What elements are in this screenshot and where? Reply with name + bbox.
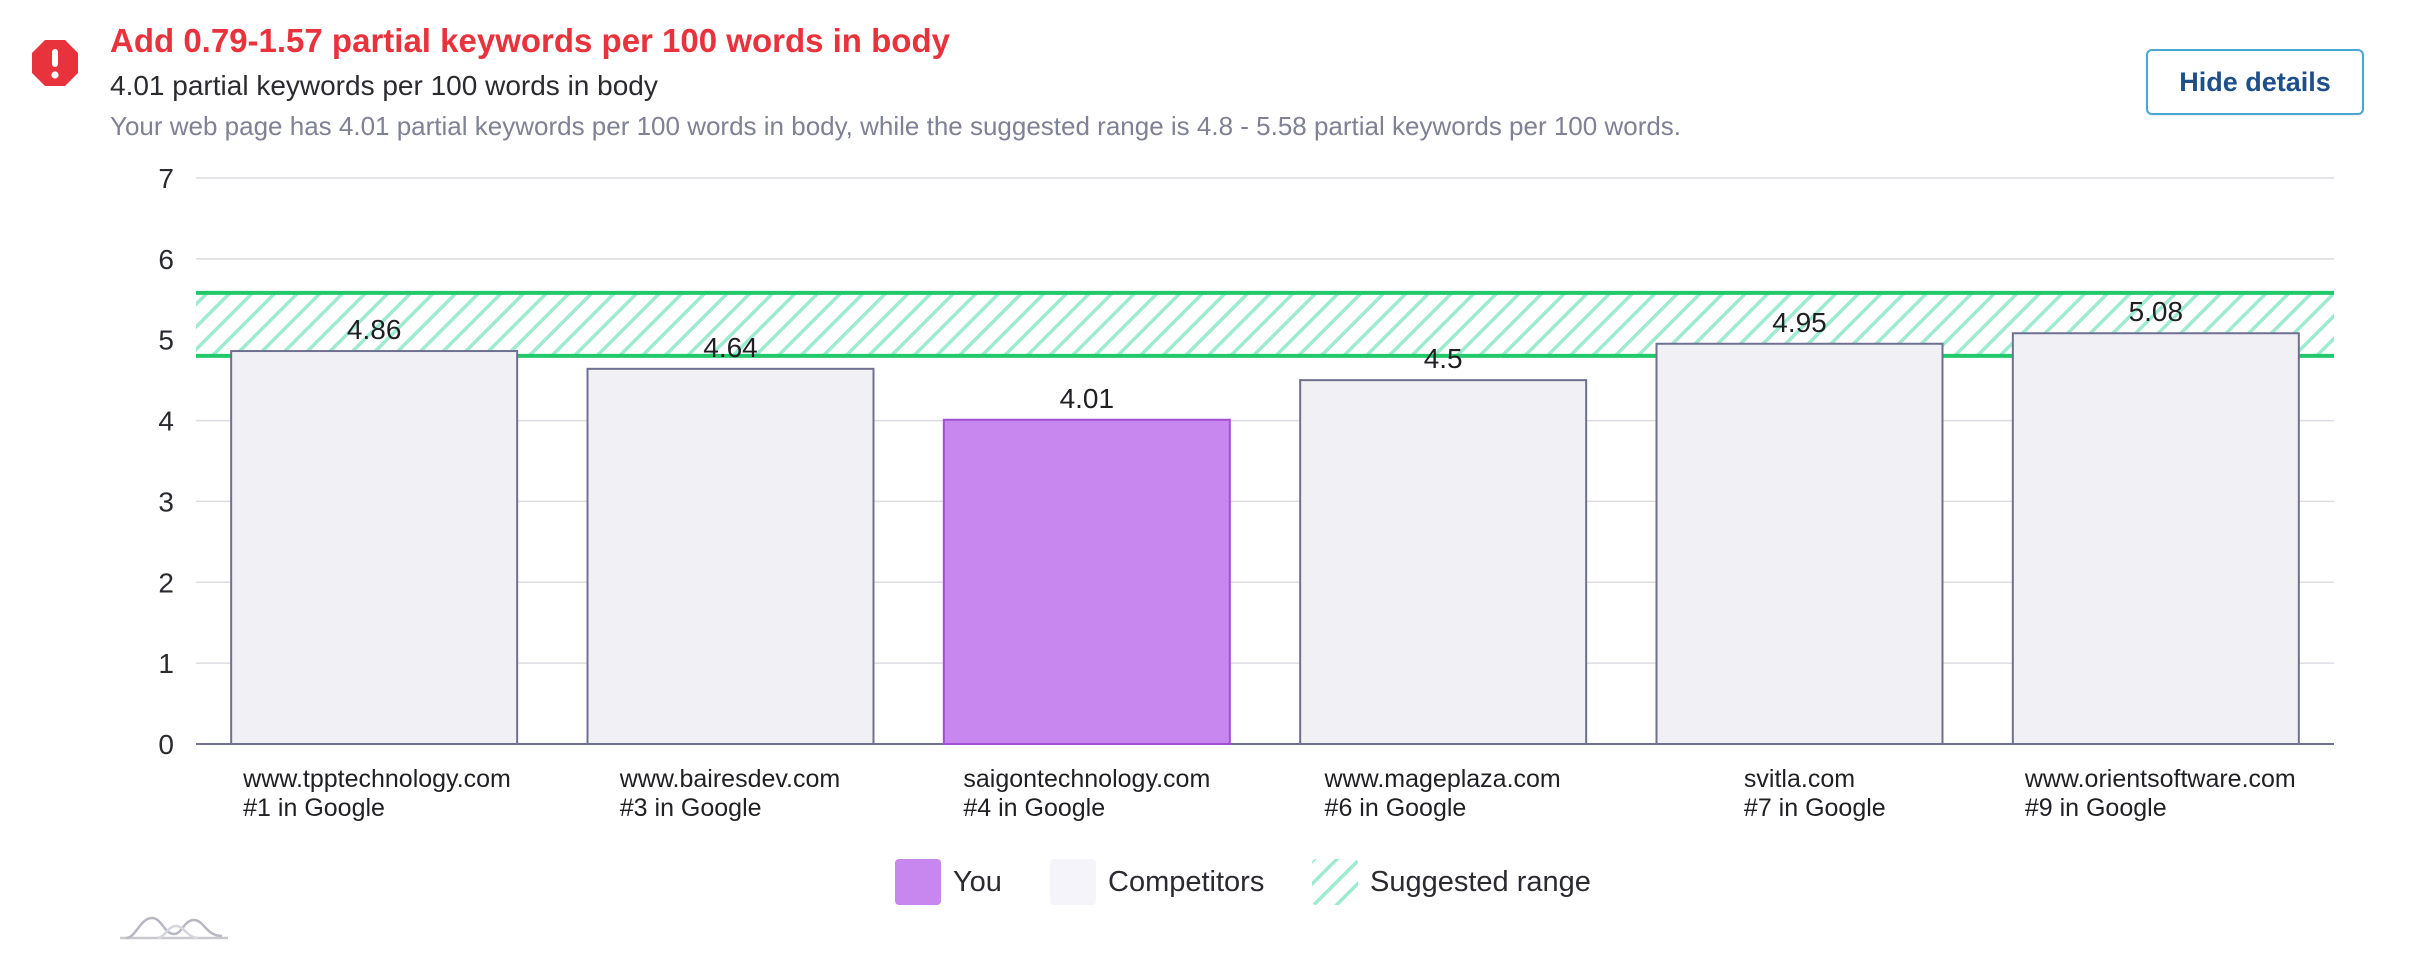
bar-chart: 4.86 www.tpptechnology.com#1 in Google 4.6… <box>158 163 2334 822</box>
legend-item-suggested-range: Suggested range <box>1312 858 1591 906</box>
y-tick-label: 1 <box>158 648 174 679</box>
bar-competitor <box>586 367 875 745</box>
y-tick-label: 0 <box>158 729 174 760</box>
hide-details-button[interactable]: Hide details <box>2146 49 2364 115</box>
bar-site-label: www.bairesdev.com <box>619 765 840 793</box>
legend-swatch-competitors <box>1050 859 1096 905</box>
bar-competitor <box>2011 332 2300 745</box>
bar-rank-label: #1 in Google <box>243 794 385 822</box>
bar-value-label: 4.86 <box>347 314 402 345</box>
metric-description: Your web page has 4.01 partial keywords … <box>110 111 1682 141</box>
legend-label-competitors: Competitors <box>1108 865 1265 898</box>
legend-swatch-you <box>895 859 941 905</box>
bar-rank-label: #9 in Google <box>2025 794 2167 822</box>
logo-mark-icon <box>120 916 228 940</box>
bar-site-label: saigontechnology.com <box>963 765 1210 793</box>
bar-rank-label: #7 in Google <box>1744 794 1886 822</box>
suggested-range-band <box>196 292 2334 356</box>
y-tick-label: 5 <box>158 325 174 356</box>
bar-you <box>942 418 1231 745</box>
bar-site-label: www.mageplaza.com <box>1324 765 1561 793</box>
bar-rank-label: #3 in Google <box>620 794 762 822</box>
bar-site-label: www.orientsoftware.com <box>2024 765 2296 793</box>
bar-competitor <box>1655 342 1944 745</box>
legend-label-suggested-range: Suggested range <box>1370 865 1591 898</box>
bar-value-label: 4.5 <box>1424 343 1463 374</box>
legend-item-you: You <box>895 858 1002 906</box>
bar-site-label: svitla.com <box>1744 765 1855 793</box>
y-tick-label: 2 <box>158 567 174 598</box>
bar-rank-label: #4 in Google <box>963 794 1105 822</box>
metric-summary: 4.01 partial keywords per 100 words in b… <box>110 70 658 101</box>
bar-rank-label: #6 in Google <box>1325 794 1467 822</box>
recommendation-headline: Add 0.79-1.57 partial keywords per 100 w… <box>110 22 950 59</box>
bar-competitor <box>1299 379 1588 745</box>
legend-label-you: You <box>953 865 1002 898</box>
bar-site-label: www.tpptechnology.com <box>242 765 511 793</box>
y-tick-label: 7 <box>158 163 174 194</box>
bar-value-label: 4.64 <box>703 332 758 363</box>
bar-value-label: 5.08 <box>2129 296 2184 327</box>
legend-item-competitors: Competitors <box>1050 858 1264 906</box>
y-tick-label: 4 <box>158 406 174 437</box>
legend-swatch-suggested-range <box>1312 859 1358 905</box>
alert-icon <box>30 38 80 88</box>
chart-legend: You Competitors Suggested range <box>0 858 2420 906</box>
y-tick-label: 3 <box>158 486 174 517</box>
bar-competitor <box>230 350 519 745</box>
y-tick-label: 6 <box>158 244 174 275</box>
bar-value-label: 4.95 <box>1772 307 1827 338</box>
bar-value-label: 4.01 <box>1060 383 1115 414</box>
